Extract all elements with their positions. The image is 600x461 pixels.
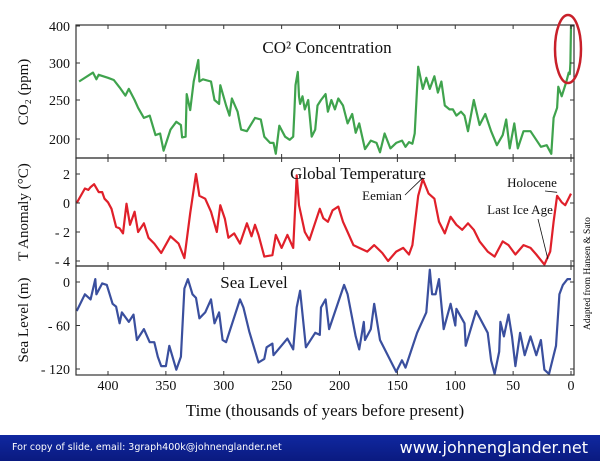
sea-level-y-tick-label: - 120	[41, 363, 70, 378]
credit-text: Adapted from Hansen & Sato	[583, 217, 593, 330]
x-tick-label: 150	[387, 379, 408, 394]
footer-bar: For copy of slide, email: 3graph400k@joh…	[0, 435, 600, 461]
co2-y-tick-label: 400	[49, 20, 70, 35]
temperature-y-tick-label: - 4	[55, 255, 70, 270]
annotation-label: Last Ice Age	[487, 202, 553, 217]
annotation-label: Holocene	[507, 175, 557, 190]
panel-temperature: 2 0 - 2 - 4 T Anomaly (°C) Global Temperature…	[16, 157, 575, 270]
sea-level-y-tick-label: - 60	[48, 320, 70, 335]
co2-y-tick-label: 200	[49, 133, 70, 148]
sea-level-y-axis-label: Sea Level (m)	[16, 278, 32, 363]
co2-y-tick-label: 250	[49, 94, 70, 109]
temperature-y-tick-label: 0	[63, 197, 70, 212]
co2-panel-title: CO² Concentration	[262, 38, 392, 57]
annotation-arrow	[544, 190, 558, 193]
co2-y-tick-label: 300	[49, 57, 70, 72]
temperature-panel-title: Global Temperature	[290, 164, 426, 183]
sea-level-y-tick-label: 0	[63, 276, 70, 291]
annotation-label: Eemian	[362, 188, 402, 203]
sea-level-panel-title: Sea Level	[220, 273, 288, 292]
x-tick-label: 100	[445, 379, 466, 394]
co2-y-axis-label: CO₂ (ppm)	[16, 59, 32, 125]
co2-series-line	[78, 25, 573, 155]
footer-website-link[interactable]: www.johnenglander.net	[399, 438, 588, 457]
temperature-y-tick-label: - 2	[55, 226, 70, 241]
temperature-y-axis-label: T Anomaly (°C)	[16, 163, 32, 260]
sea-level-frame	[75, 265, 575, 376]
annotation-arrow	[537, 218, 549, 260]
annotation-arrow	[404, 177, 424, 196]
x-tick-label: 400	[98, 379, 119, 394]
footer-email-text: For copy of slide, email: 3graph400k@joh…	[12, 442, 282, 453]
x-tick-label: 0	[568, 379, 575, 394]
highlight-ellipse	[553, 13, 583, 85]
x-tick-label: 200	[329, 379, 350, 394]
x-tick-label: 300	[213, 379, 234, 394]
x-tick-label: 350	[155, 379, 176, 394]
temperature-series-line	[75, 172, 572, 266]
x-tick-label: 250	[271, 379, 292, 394]
sea-level-series-line	[75, 268, 571, 376]
panel-sea-level: 0 - 60 - 120 Sea Level (m) Sea Level	[16, 265, 575, 378]
temperature-y-tick-label: 2	[63, 168, 70, 183]
x-axis-label: Time (thousands of years before present)	[186, 401, 464, 420]
x-tick-label: 50	[506, 379, 520, 394]
panel-co2: 400 300 250 200 CO₂ (ppm) CO² Concentration	[16, 13, 583, 159]
